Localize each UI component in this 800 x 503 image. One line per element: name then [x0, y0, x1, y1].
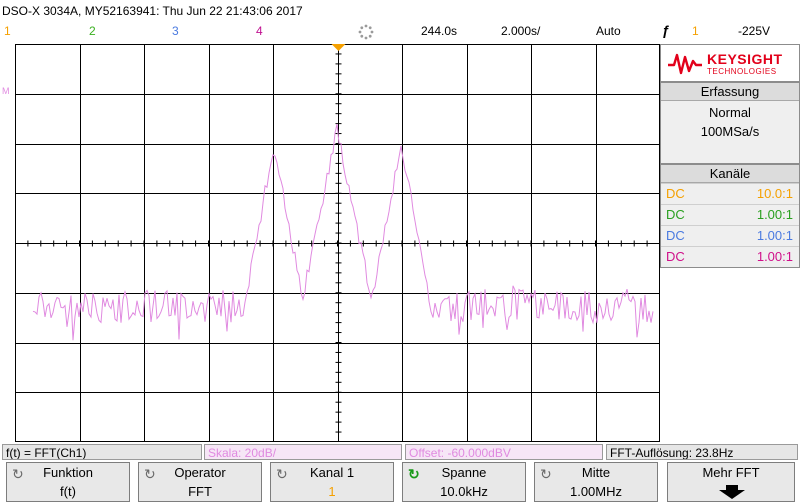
- channels-title: Kanäle: [661, 165, 799, 183]
- probe-ratio: 10.0:1: [757, 184, 793, 204]
- softkey-label: Mitte: [535, 465, 657, 480]
- softkey-value: 1: [271, 484, 393, 499]
- trigger-edge-icon: ƒ: [662, 22, 670, 38]
- channel-row[interactable]: DC 1.00:1: [661, 204, 799, 225]
- channel-coupling: DC: [666, 226, 685, 246]
- channel-coupling: DC: [666, 184, 685, 204]
- sample-rate: 100MSa/s: [661, 122, 799, 141]
- softkey-label: Mehr FFT: [668, 465, 794, 480]
- instrument-info: DSO-X 3034A, MY52163941: Thu Jun 22 21:4…: [2, 4, 303, 18]
- fft-resolution-status: FFT-Auflösung: 23.8Hz: [606, 444, 798, 460]
- timebase-position: 244.0s: [421, 24, 457, 38]
- channel-coupling: DC: [666, 247, 685, 267]
- channel-1-number[interactable]: 1: [4, 24, 11, 38]
- softkey-label: Operator: [139, 465, 261, 480]
- softkey-span[interactable]: ↻ Spanne 10.0kHz: [402, 462, 526, 502]
- softkey-more-fft[interactable]: Mehr FFT: [667, 462, 795, 502]
- keysight-logo-icon: [667, 51, 703, 77]
- probe-ratio: 1.00:1: [757, 247, 793, 267]
- trigger-source: 1: [692, 24, 699, 38]
- channel-coupling: DC: [666, 205, 685, 225]
- trigger-level: -225V: [738, 24, 770, 38]
- math-offset-status: Offset: -60.000dBV: [405, 444, 603, 460]
- waveform-display[interactable]: [15, 44, 660, 442]
- softkey-value: 1.00MHz: [535, 484, 657, 499]
- acquisition-panel: Erfassung Normal 100MSa/s: [660, 82, 800, 164]
- softkey-value: f(t): [7, 484, 129, 499]
- acquisition-mode: Normal: [661, 103, 799, 122]
- channel-row[interactable]: DC 10.0:1: [661, 183, 799, 204]
- softkey-value: 10.0kHz: [403, 484, 525, 499]
- softkey-label: Funktion: [7, 465, 129, 480]
- channel-4-number[interactable]: 4: [256, 24, 263, 38]
- channel-row[interactable]: DC 1.00:1: [661, 246, 799, 267]
- busy-spinner-icon: [358, 24, 374, 40]
- brand-name: KEYSIGHT: [707, 51, 783, 67]
- math-scale-status: Skala: 20dB/: [204, 444, 402, 460]
- softkey-value: FFT: [139, 484, 261, 499]
- channels-panel: Kanäle DC 10.0:1 DC 1.00:1 DC 1.00:1 DC …: [660, 164, 800, 268]
- softkey-center[interactable]: ↻ Mitte 1.00MHz: [534, 462, 658, 502]
- acquisition-title: Erfassung: [661, 83, 799, 101]
- brand-subtitle: TECHNOLOGIES: [707, 67, 777, 76]
- trigger-mode: Auto: [596, 24, 621, 38]
- channel-2-number[interactable]: 2: [89, 24, 96, 38]
- probe-ratio: 1.00:1: [757, 226, 793, 246]
- softkey-function[interactable]: ↻ Funktion f(t): [6, 462, 130, 502]
- softkey-label: Kanal 1: [271, 465, 393, 480]
- probe-ratio: 1.00:1: [757, 205, 793, 225]
- timebase-scale: 2.000s/: [501, 24, 540, 38]
- softkey-channel[interactable]: ↻ Kanal 1 1: [270, 462, 394, 502]
- math-function-status: f(t) = FFT(Ch1): [2, 444, 202, 460]
- softkey-label: Spanne: [403, 465, 525, 480]
- softkey-operator[interactable]: ↻ Operator FFT: [138, 462, 262, 502]
- channel-3-number[interactable]: 3: [172, 24, 179, 38]
- math-ground-marker[interactable]: M: [2, 86, 10, 96]
- brand-area: KEYSIGHT TECHNOLOGIES: [660, 44, 800, 82]
- arrow-down-icon: [718, 485, 746, 499]
- channel-row[interactable]: DC 1.00:1: [661, 225, 799, 246]
